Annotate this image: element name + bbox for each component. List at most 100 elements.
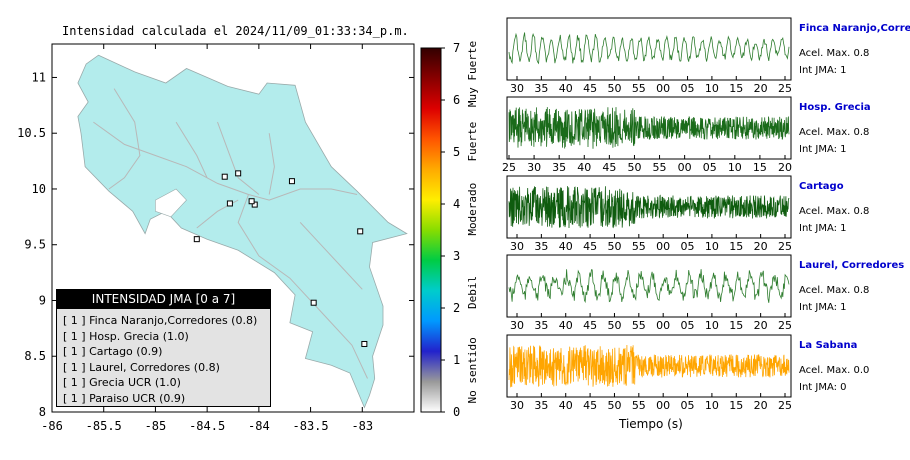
- waveform-tick-label: 00: [656, 82, 670, 95]
- waveform-trace: [508, 107, 790, 149]
- waveform-tick-label: 20: [778, 161, 792, 174]
- waveform-tick-label: 30: [510, 240, 524, 253]
- waveform-tick-label: 25: [778, 240, 792, 253]
- colorbar-category-label: Debil: [466, 276, 479, 309]
- waveform-tick-label: 15: [753, 161, 767, 174]
- station-name: Finca Naranjo,Corredor: [799, 23, 910, 34]
- station-jma-intensity: Int JMA: 0: [799, 382, 847, 393]
- waveform-tick-label: 20: [754, 319, 768, 332]
- waveform-tick-label: 10: [705, 82, 719, 95]
- station-max-accel: Acel. Max. 0.8: [799, 48, 870, 59]
- waveform-panel: 30 35 40 45 50 55 00 05 10 15 20 25: [506, 254, 792, 332]
- waveform-tick-label: 05: [703, 161, 717, 174]
- station-marker: [251, 201, 258, 208]
- waveform-panel: 30 35 40 45 50 55 00 05 10 15 20 25: [506, 334, 792, 412]
- x-tick-label: -85.5: [86, 419, 122, 433]
- waveform-tick-label: 10: [728, 161, 742, 174]
- road-line: [268, 133, 275, 195]
- waveform-tick-label: 00: [656, 399, 670, 412]
- station-marker: [221, 173, 228, 180]
- legend-item: [ 1 ] Laurel, Corredores (0.8): [63, 360, 220, 374]
- waveform-tick-label: 40: [577, 161, 591, 174]
- waveform-tick-label: 55: [632, 319, 646, 332]
- waveform-tick-label: 50: [607, 319, 621, 332]
- road-line: [175, 121, 208, 179]
- waveform-tick-label: 00: [656, 319, 670, 332]
- station-marker: [226, 200, 233, 207]
- waveform-tick-label: 15: [729, 240, 743, 253]
- waveform-tick-label: 05: [681, 319, 695, 332]
- station-max-accel: Acel. Max. 0.8: [799, 206, 870, 217]
- colorbar-tick-label: 3: [453, 249, 460, 263]
- waveform-tick-label: 30: [510, 319, 524, 332]
- waveform-tick-label: 55: [653, 161, 667, 174]
- x-tick-label: -83: [351, 419, 373, 433]
- waveform-tick-label: 30: [510, 82, 524, 95]
- waveform-tick-label: 40: [559, 319, 573, 332]
- station-marker: [248, 198, 255, 205]
- legend-item: [ 1 ] Hosp. Grecia (1.0): [63, 329, 189, 343]
- station-jma-intensity: Int JMA: 1: [799, 65, 847, 76]
- y-tick-label: 10: [32, 182, 46, 196]
- station-marker: [310, 299, 317, 306]
- x-tick-label: -86: [41, 419, 63, 433]
- waveform-tick-label: 30: [527, 161, 541, 174]
- road-line: [108, 88, 141, 190]
- station-jma-intensity: Int JMA: 1: [799, 302, 847, 313]
- legend-item: [ 1 ] Grecia UCR (1.0): [63, 376, 181, 389]
- waveform-tick-label: 50: [607, 399, 621, 412]
- colorbar-category-label: Muy Fuerte: [466, 41, 479, 107]
- waveform-tick-label: 45: [583, 319, 597, 332]
- colorbar-tick-label: 4: [453, 197, 460, 211]
- colorbar-tick-label: 6: [453, 93, 460, 107]
- waveform-tick-label: 50: [607, 240, 621, 253]
- waveform-tick-label: 45: [583, 399, 597, 412]
- road-line: [237, 194, 368, 379]
- colorbar-tick-label: 5: [453, 145, 460, 159]
- y-tick-label: 9.5: [24, 238, 46, 252]
- waveform-tick-label: 10: [705, 319, 719, 332]
- y-tick-label: 8: [39, 405, 46, 419]
- waveform-tick-label: 05: [681, 399, 695, 412]
- colorbar: [420, 47, 442, 413]
- colorbar-category-label: Moderado: [466, 183, 479, 236]
- colorbar-category-label: No sentido: [466, 337, 479, 403]
- waveform-tick-label: 35: [534, 319, 548, 332]
- x-tick-label: -84.5: [189, 419, 225, 433]
- waveform-tick-label: 15: [729, 82, 743, 95]
- waveform-tick-label: 50: [607, 82, 621, 95]
- waveform-tick-label: 35: [534, 240, 548, 253]
- station-marker: [193, 236, 200, 243]
- y-tick-label: 10.5: [17, 126, 46, 140]
- colorbar-tick-label: 2: [453, 301, 460, 315]
- legend-item: [ 1 ] Finca Naranjo,Corredores (0.8): [63, 314, 258, 327]
- waveform-tick-label: 40: [559, 240, 573, 253]
- waveform-tick-label: 20: [754, 399, 768, 412]
- waveform-tick-label: 35: [552, 161, 566, 174]
- gulf-water: [155, 188, 187, 218]
- colorbar-tick-label: 1: [453, 353, 460, 367]
- legend-item: [ 1 ] Paraiso UCR (0.9): [63, 391, 186, 405]
- station-jma-intensity: Int JMA: 1: [799, 144, 847, 155]
- waveform-trace: [508, 269, 790, 304]
- road-line: [217, 121, 260, 195]
- waveform-tick-label: 35: [534, 399, 548, 412]
- road-line: [93, 121, 358, 201]
- map-frame: [51, 43, 415, 413]
- station-jma-intensity: Int JMA: 1: [799, 223, 847, 234]
- waveform-tick-label: 25: [778, 82, 792, 95]
- x-tick-label: -83.5: [293, 419, 329, 433]
- waveform-tick-label: 00: [678, 161, 692, 174]
- station-max-accel: Acel. Max. 0.8: [799, 127, 870, 138]
- station-marker: [235, 170, 242, 177]
- station-name: Laurel, Corredores: [799, 260, 905, 271]
- station-marker: [288, 178, 295, 185]
- station-name: La Sabana: [799, 340, 858, 351]
- colorbar-tick-label: 7: [453, 41, 460, 55]
- legend-item: [ 1 ] Cartago (0.9): [63, 345, 163, 358]
- y-tick-label: 9: [39, 293, 46, 307]
- waveform-tick-label: 00: [656, 240, 670, 253]
- y-tick-label: 8.5: [24, 349, 46, 363]
- waveform-frame: [506, 254, 792, 318]
